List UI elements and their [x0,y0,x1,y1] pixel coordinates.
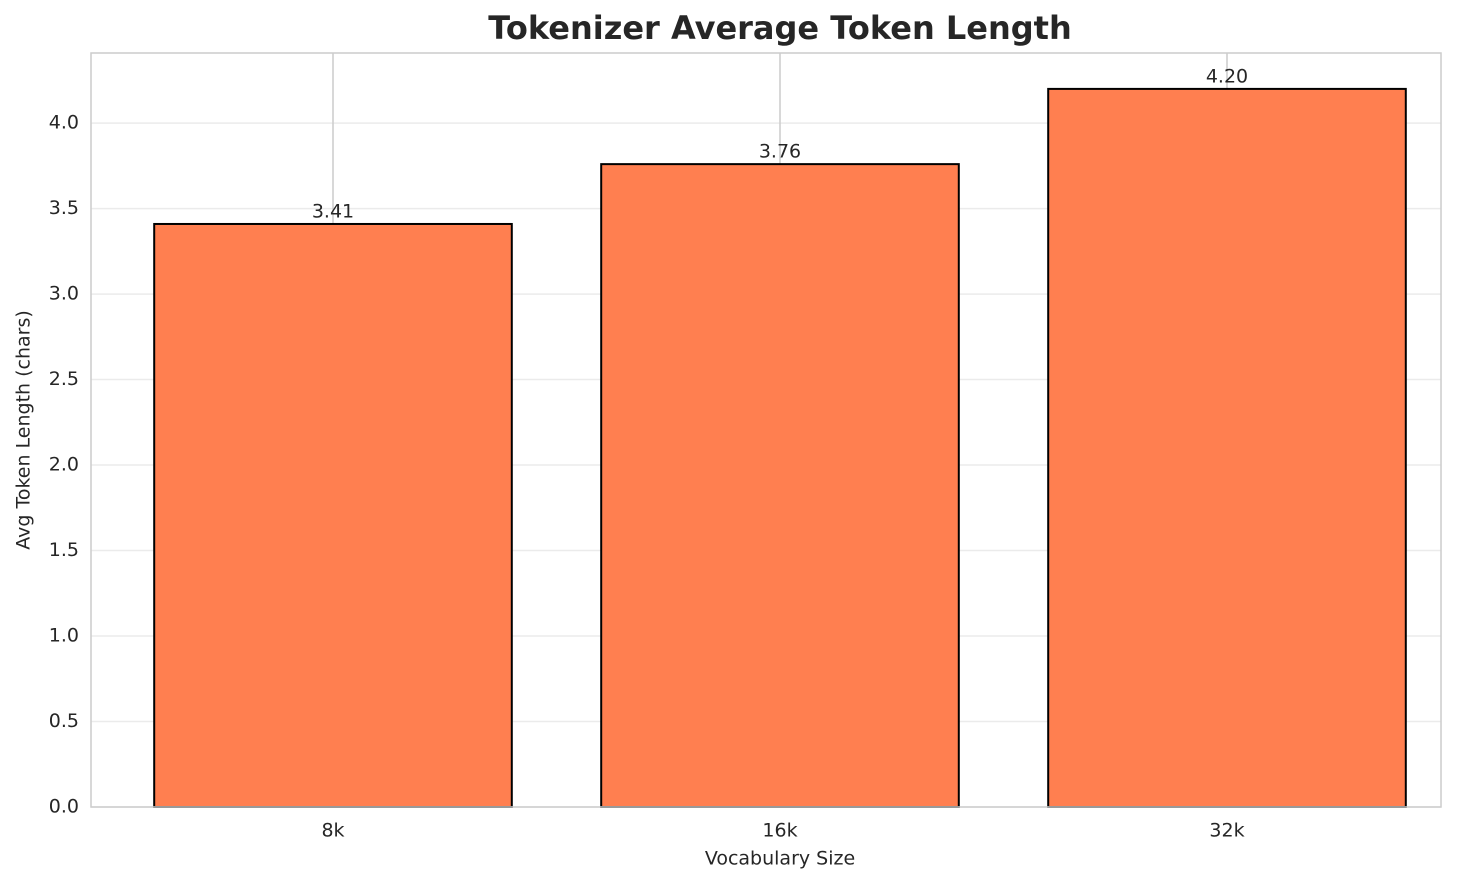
x-tick-label: 16k [762,820,797,842]
y-tick-label: 2.0 [49,454,79,476]
value-label: 3.76 [759,141,801,163]
x-axis-label: Vocabulary Size [705,848,855,870]
value-label: 4.20 [1206,65,1248,87]
plot-frame [90,52,1442,808]
x-tick-label: 8k [321,820,344,842]
bar [1047,87,1407,808]
y-tick-label: 0.0 [49,796,79,818]
x-tick-label: 32k [1209,820,1244,842]
y-tick-label: 3.0 [49,283,79,305]
bar [600,163,960,808]
y-tick-label: 2.5 [49,368,79,390]
y-tick-label: 0.5 [49,710,79,732]
chart-title: Tokenizer Average Token Length [488,9,1071,47]
y-axis-label: Avg Token Length (chars) [13,310,35,550]
bar [153,222,513,809]
y-tick-label: 1.0 [49,625,79,647]
value-label: 3.41 [312,200,354,222]
y-tick-label: 4.0 [49,112,79,134]
y-tick-label: 1.5 [49,539,79,561]
y-tick-label: 3.5 [49,197,79,219]
